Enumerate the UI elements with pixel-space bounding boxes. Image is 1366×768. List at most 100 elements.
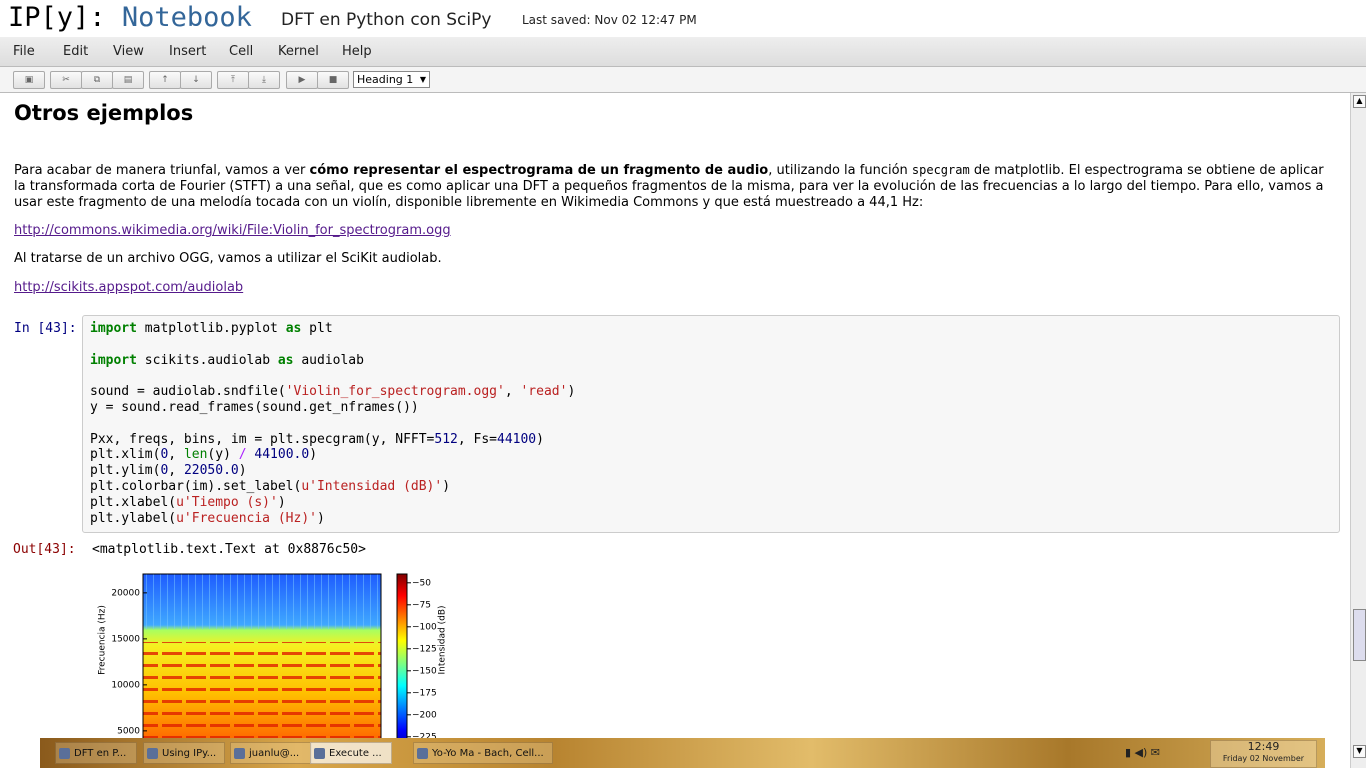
- notebook-content: Otros ejemplos Para acabar de manera tri…: [0, 93, 1350, 768]
- code-line: sound = audiolab.sndfile('Violin_for_spe…: [90, 384, 575, 400]
- scrollbar[interactable]: ▲ ▼: [1350, 93, 1366, 768]
- insert-above-button[interactable]: ⤒: [217, 71, 249, 89]
- paragraph: Para acabar de manera triunfal, vamos a …: [14, 162, 1336, 211]
- code-token: ): [442, 478, 451, 494]
- output-text: <matplotlib.text.Text at 0x8876c50>: [92, 542, 366, 557]
- copy-button[interactable]: ⧉: [81, 71, 113, 89]
- scroll-thumb[interactable]: [1353, 609, 1366, 661]
- code-token: /: [238, 447, 247, 463]
- move-down-button[interactable]: ↓: [180, 71, 212, 89]
- scroll-up[interactable]: ▲: [1353, 95, 1366, 108]
- text-run: cómo representar el espectrograma de un …: [309, 163, 769, 178]
- code-token: import: [90, 352, 137, 368]
- cut-button[interactable]: ✂: [50, 71, 82, 89]
- code-token: as: [277, 352, 294, 368]
- insert-below-button[interactable]: ⤓: [248, 71, 280, 89]
- code-token: y = sound.read_frames(sound.get_nframes(…: [90, 399, 419, 415]
- code-token: plt.colorbar(im).set_label(: [90, 478, 302, 494]
- tray-icons[interactable]: ▮ ◀) ✉: [1125, 746, 1161, 759]
- logo[interactable]: IP[y]: Notebook: [8, 2, 252, 33]
- task-button[interactable]: juanlu@...: [230, 742, 312, 764]
- paste-button[interactable]: ▤: [112, 71, 144, 89]
- code-line: plt.colorbar(im).set_label(u'Intensidad …: [90, 479, 575, 495]
- menu-item[interactable]: File: [13, 44, 35, 59]
- colorbar-label: Intensidad (dB): [438, 605, 448, 674]
- menu-item[interactable]: Insert: [169, 44, 207, 59]
- link[interactable]: http://scikits.appspot.com/audiolab: [14, 280, 244, 295]
- task-button[interactable]: Execute ...: [310, 742, 392, 764]
- run-button[interactable]: ▶: [286, 71, 318, 89]
- colorbar-tick-label: −225: [412, 732, 437, 738]
- inline-code: specgram: [911, 163, 970, 177]
- logo-prefix: IP[y]:: [8, 2, 106, 33]
- code-token: audiolab: [293, 352, 364, 368]
- code-line: [90, 337, 575, 353]
- code-token: ): [309, 447, 318, 463]
- paragraph: http://scikits.appspot.com/audiolab: [14, 280, 1336, 296]
- y-tick-label: 10000: [111, 680, 140, 690]
- code-token: scikits.audiolab: [136, 352, 278, 368]
- clock-time: 12:49: [1247, 740, 1280, 753]
- code-line: Pxx, freqs, bins, im = plt.specgram(y, N…: [90, 432, 575, 448]
- menu-item[interactable]: Kernel: [278, 44, 319, 59]
- toolbar: ▣ ✂ ⧉ ▤ ↑ ↓ ⤒ ⤓ ▶ ■ Heading 1 ▼: [0, 67, 1366, 93]
- move-up-button[interactable]: ↑: [149, 71, 181, 89]
- code-token: (y): [207, 447, 239, 463]
- menu-item[interactable]: Help: [342, 44, 372, 59]
- dropdown-arrow: ▼: [419, 75, 426, 84]
- code-cell[interactable]: import matplotlib.pyplot as plt import sc…: [82, 315, 1340, 533]
- code-token: ): [536, 431, 544, 447]
- clock[interactable]: 12:49 Friday 02 November: [1210, 740, 1317, 768]
- header: IP[y]: Notebook DFT en Python con SciPy …: [0, 0, 1366, 38]
- code-token: import: [90, 321, 137, 336]
- colorbar-tick-label: −75: [412, 600, 431, 610]
- code-token: as: [285, 321, 302, 336]
- colorbar-tick-label: −175: [412, 688, 437, 698]
- text-run: de matplotlib. El espectrograma se obtie…: [14, 163, 1324, 210]
- code-token: sound = audiolab.sndfile(: [90, 384, 286, 400]
- code-token: plt: [301, 321, 333, 336]
- code-token: matplotlib.pyplot: [136, 321, 286, 336]
- menu-item[interactable]: Edit: [63, 44, 89, 59]
- code: import matplotlib.pyplot as plt import sc…: [90, 321, 575, 526]
- menu-item[interactable]: View: [113, 44, 144, 59]
- cell-type-select[interactable]: Heading 1 ▼: [353, 71, 430, 88]
- stop-button[interactable]: ■: [317, 71, 349, 89]
- logo-word: Notebook: [121, 2, 252, 33]
- code-token: ,: [504, 384, 521, 400]
- text-run: , utilizando la función: [768, 163, 912, 178]
- task-button[interactable]: DFT en P...: [55, 742, 137, 764]
- colorbar-tick-label: −150: [412, 666, 437, 676]
- save-button[interactable]: ▣: [13, 71, 45, 89]
- code-token: 'Violin_for_spectrogram.ogg': [285, 384, 505, 400]
- code-token: plt.xlim(: [90, 447, 161, 463]
- code-line: plt.xlabel(u'Tiempo (s)'): [90, 495, 575, 511]
- link[interactable]: http://commons.wikimedia.org/wiki/File:V…: [14, 223, 451, 238]
- task-button[interactable]: Yo-Yo Ma - Bach, Cell...: [413, 742, 553, 764]
- heading-cell[interactable]: Otros ejemplos: [14, 101, 194, 125]
- code-line: plt.ylim(0, 22050.0): [90, 463, 575, 479]
- code-token: ): [238, 463, 247, 479]
- y-tick-label: 5000: [117, 726, 140, 736]
- code-token: 512: [434, 431, 458, 447]
- menu-item[interactable]: Cell: [229, 44, 254, 59]
- code-token: 44100: [497, 431, 537, 447]
- code-token: ): [316, 510, 325, 526]
- text-run: Al tratarse de un archivo OGG, vamos a u…: [14, 251, 442, 266]
- y-tick-label: 20000: [111, 588, 140, 598]
- code-token: 0: [160, 463, 169, 479]
- paragraph: http://commons.wikimedia.org/wiki/File:V…: [14, 223, 1336, 239]
- scroll-down[interactable]: ▼: [1353, 745, 1366, 758]
- code-token: 'read': [520, 384, 568, 400]
- cell-type: Heading 1: [357, 73, 414, 86]
- input-prompt: In [43]:: [14, 321, 77, 336]
- menubar: File Edit View Insert Cell Kernel Help: [0, 37, 1366, 67]
- output-prompt: Out[43]:: [13, 542, 76, 557]
- code-token: u'Frecuencia (Hz)': [176, 510, 317, 526]
- task-button[interactable]: Using IPy...: [143, 742, 225, 764]
- code-line: plt.ylabel(u'Frecuencia (Hz)'): [90, 511, 575, 527]
- code-token: ,: [168, 463, 184, 479]
- notebook-title[interactable]: DFT en Python con SciPy: [281, 10, 492, 30]
